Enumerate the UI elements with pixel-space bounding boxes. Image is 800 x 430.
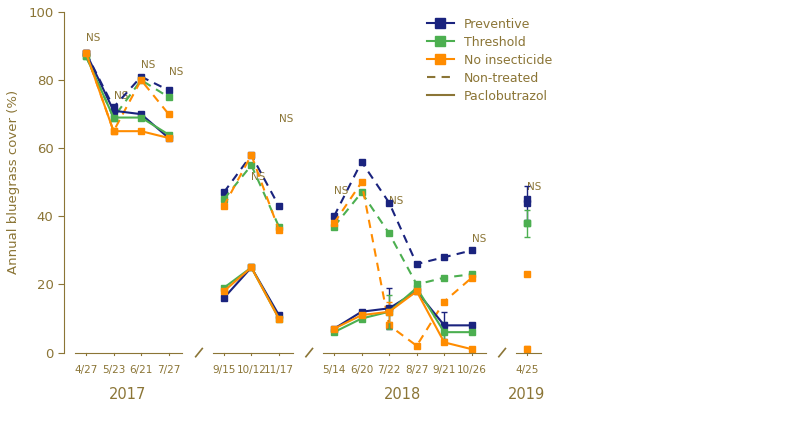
- Text: NS: NS: [169, 67, 183, 77]
- Text: NS: NS: [279, 114, 294, 124]
- Text: NS: NS: [389, 196, 403, 206]
- Text: 11/17: 11/17: [264, 365, 294, 375]
- Y-axis label: Annual bluegrass cover (%): Annual bluegrass cover (%): [7, 90, 20, 274]
- Text: 6/20: 6/20: [350, 365, 374, 375]
- Text: 7/27: 7/27: [157, 365, 180, 375]
- Text: 2019: 2019: [508, 387, 546, 402]
- Text: NS: NS: [251, 172, 266, 182]
- Text: 6/21: 6/21: [130, 365, 153, 375]
- Legend: Preventive, Threshold, No insecticide, Non-treated, Paclobutrazol: Preventive, Threshold, No insecticide, N…: [421, 11, 558, 109]
- Text: 10/26: 10/26: [457, 365, 486, 375]
- Text: NS: NS: [141, 60, 155, 70]
- Text: 4/25: 4/25: [515, 365, 538, 375]
- Text: NS: NS: [114, 90, 128, 101]
- Text: 10/12: 10/12: [237, 365, 266, 375]
- Text: NS: NS: [86, 33, 100, 43]
- Text: 2017: 2017: [109, 387, 146, 402]
- Text: 4/27: 4/27: [74, 365, 98, 375]
- Text: NS: NS: [472, 233, 486, 243]
- Text: 8/27: 8/27: [405, 365, 428, 375]
- Text: 9/21: 9/21: [433, 365, 456, 375]
- Text: NS: NS: [527, 182, 542, 193]
- Text: 9/15: 9/15: [212, 365, 235, 375]
- Text: 7/22: 7/22: [378, 365, 401, 375]
- Text: 5/23: 5/23: [102, 365, 126, 375]
- Text: NS: NS: [334, 186, 348, 196]
- Text: 5/14: 5/14: [322, 365, 346, 375]
- Text: 2018: 2018: [384, 387, 422, 402]
